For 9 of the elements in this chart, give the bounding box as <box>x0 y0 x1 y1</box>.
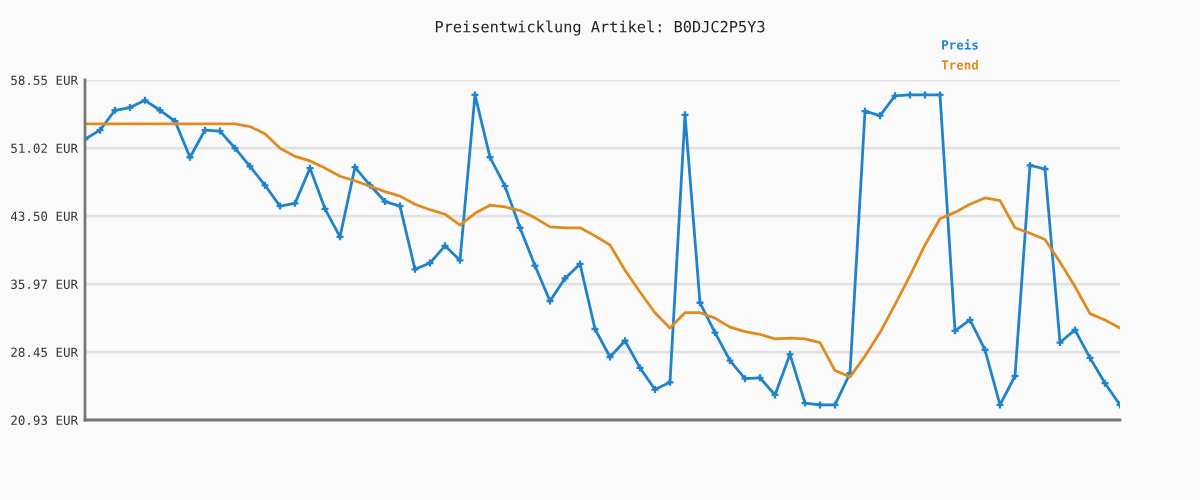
chart-title: Preisentwicklung Artikel: B0DJC2P5Y3 <box>435 20 765 36</box>
y-tick-label: 58.55 EUR <box>11 75 79 85</box>
y-tick-label: 35.97 EUR <box>11 279 79 290</box>
text: Trend <box>941 59 978 70</box>
y-tick-label: 28.45 EUR <box>11 347 79 357</box>
y-tick-label: 20.93 EUR <box>11 415 79 425</box>
y-tick-label: 51.02 EUR <box>11 143 79 154</box>
text: Preis <box>942 39 978 50</box>
y-tick-label: 43.50 EUR <box>10 211 79 221</box>
